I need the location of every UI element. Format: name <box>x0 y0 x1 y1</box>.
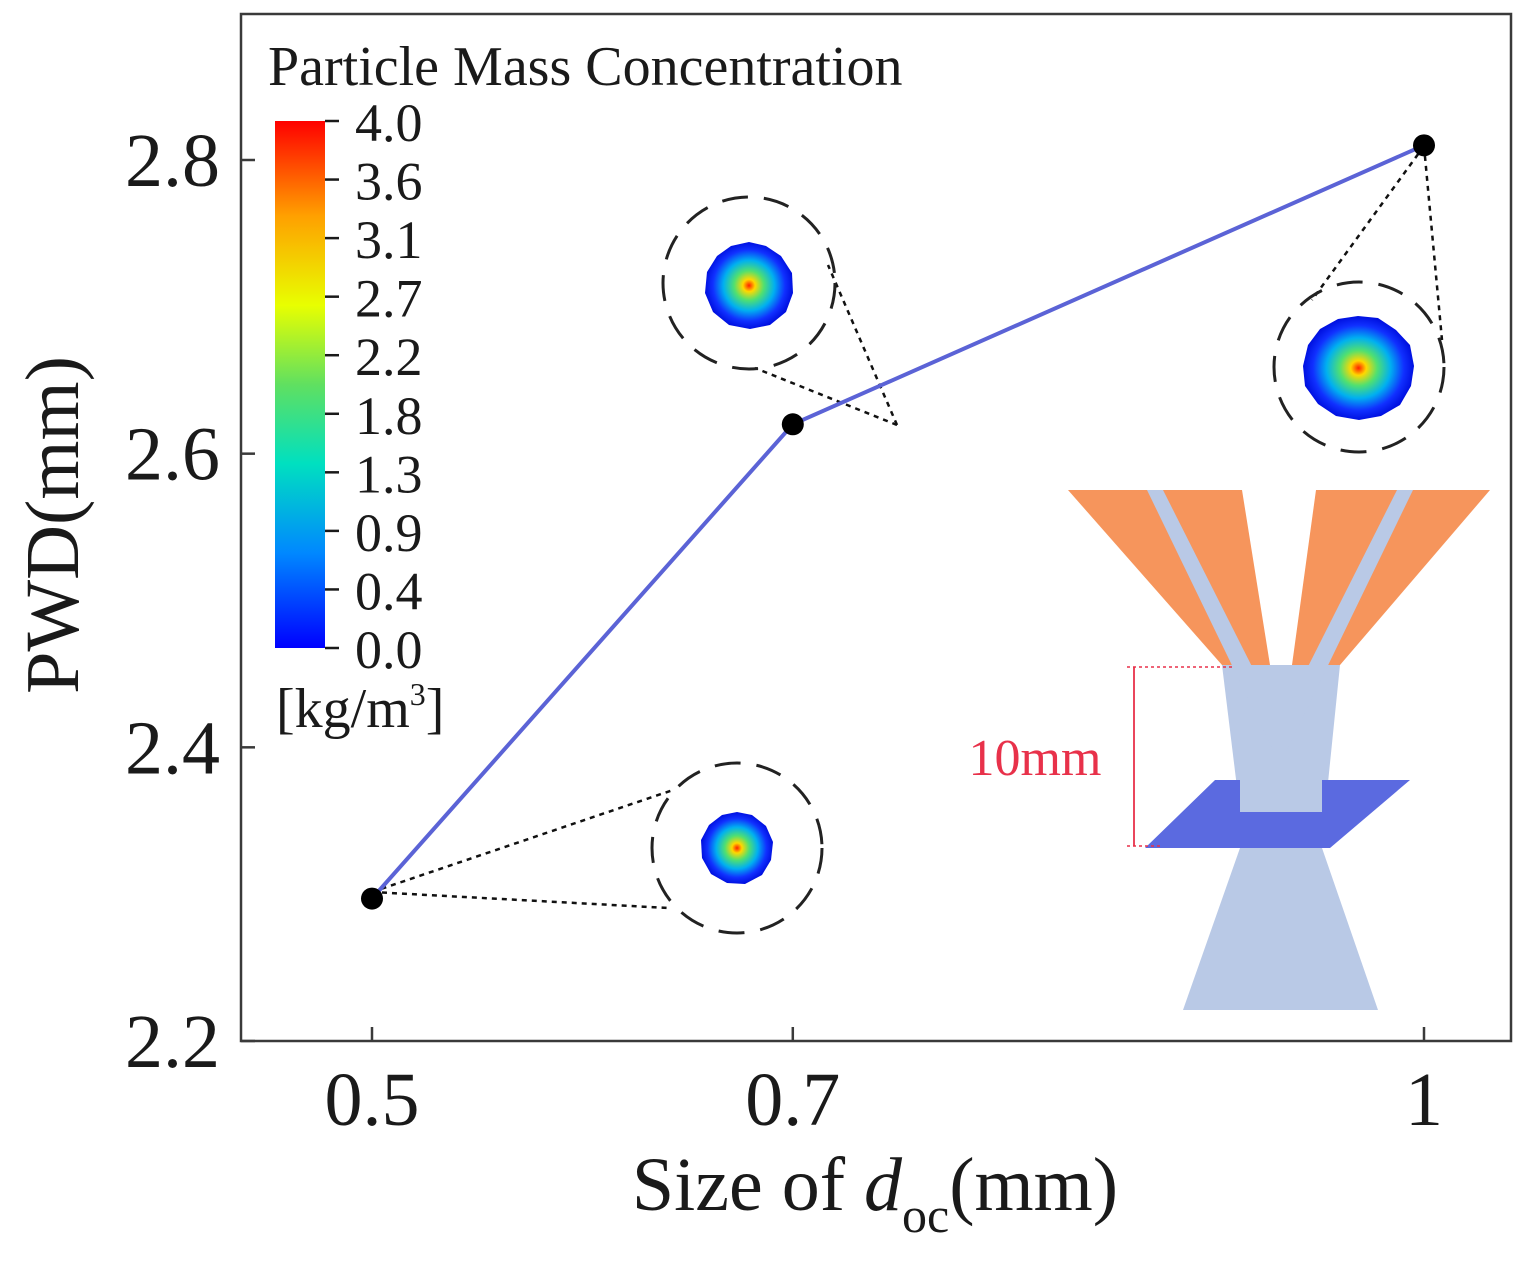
colorbar-label-3.1: 3.1 <box>355 210 423 270</box>
spot-circle-0.5 <box>650 761 824 935</box>
colorbar-label-1.8: 1.8 <box>355 386 423 446</box>
y-axis-labels: 2.2 2.4 2.6 2.8 <box>125 119 220 1084</box>
colorbar-ticks <box>325 119 339 650</box>
substrate-plate <box>1145 780 1410 848</box>
leader-3b <box>1422 145 1444 341</box>
spot-image-0.5 <box>650 761 824 935</box>
data-points <box>361 134 1435 910</box>
x-axis-ticks <box>370 1027 1426 1041</box>
colorbar-unit: [kg/m3] <box>276 676 444 740</box>
powder-on-substrate <box>1240 780 1322 812</box>
y-axis-title: PWD(mm) <box>11 356 95 694</box>
x-axis-title: Size of doc(mm) <box>632 1143 1118 1243</box>
leader-3a <box>1310 145 1426 301</box>
nozzle-schematic: 10mm <box>969 490 1490 1010</box>
colorbar-label-0.4: 0.4 <box>355 561 423 621</box>
x-tick-label-0.5: 0.5 <box>325 1058 420 1142</box>
leader-lines <box>371 145 1444 910</box>
y-axis-ticks <box>241 158 255 1043</box>
leader-1b <box>371 890 669 910</box>
spot-blob-1 <box>1303 316 1414 420</box>
colorbar-label-4.0: 4.0 <box>355 93 423 153</box>
colorbar-label-3.6: 3.6 <box>355 152 423 212</box>
spot-blob-0.7 <box>705 242 793 329</box>
colorbar-label-1.3: 1.3 <box>355 444 423 504</box>
colorbar-gradient <box>275 121 325 648</box>
colorbar-labels: 4.03.63.12.72.21.81.30.90.40.0 <box>355 93 423 680</box>
data-point-0.7 <box>781 413 804 436</box>
x-tick-label-0.7: 0.7 <box>745 1058 840 1142</box>
colorbar-label-2.7: 2.7 <box>355 269 423 329</box>
dimension-label: 10mm <box>969 730 1102 787</box>
colorbar-title: Particle Mass Concentration <box>268 36 903 98</box>
x-axis-labels: 0.5 0.7 1 <box>325 1058 1444 1142</box>
plot-frame <box>239 12 1513 1043</box>
colorbar-label-2.2: 2.2 <box>355 327 423 387</box>
x-tick-label-1: 1 <box>1405 1058 1443 1142</box>
y-tick-label-2.2: 2.2 <box>125 1000 220 1084</box>
leader-1a <box>371 788 674 894</box>
spot-image-1 <box>1272 280 1446 454</box>
powder-stream-lower <box>1183 848 1378 1010</box>
spot-blob-0.5 <box>701 812 773 884</box>
colorbar-label-0.9: 0.9 <box>355 503 423 563</box>
spot-image-0.7 <box>661 195 837 371</box>
spot-circle-1 <box>1272 280 1446 454</box>
y-tick-label-2.6: 2.6 <box>125 413 220 497</box>
y-tick-label-2.8: 2.8 <box>125 119 220 203</box>
colorbar-label-0.0: 0.0 <box>355 620 423 680</box>
y-tick-label-2.4: 2.4 <box>125 706 220 790</box>
powder-channel-left <box>1147 490 1290 752</box>
spot-circle-0.7 <box>661 195 837 371</box>
data-point-0.5 <box>361 887 383 910</box>
colorbar: Particle Mass Concentration 4.03.63.12.7… <box>268 36 903 740</box>
data-point-1 <box>1413 134 1435 157</box>
powder-channel-right <box>1270 490 1413 752</box>
